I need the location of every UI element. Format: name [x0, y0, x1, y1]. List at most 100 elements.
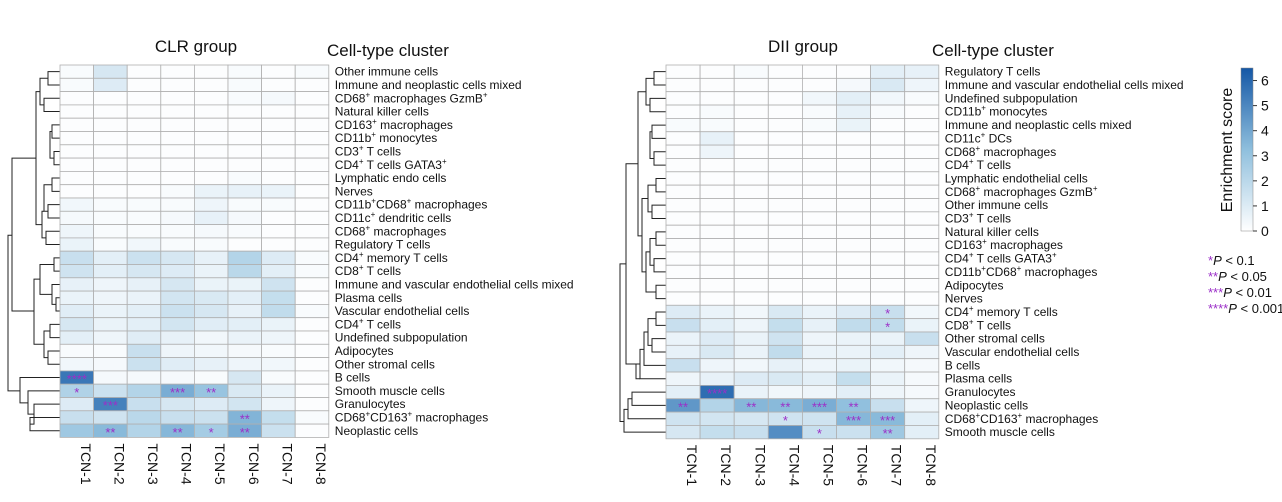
heatmap-cell [733, 184, 769, 199]
dendrogram-branch [47, 71, 60, 86]
row-label: Natural killer cells [335, 105, 429, 119]
heatmap-cell [665, 318, 701, 333]
row-label: CD68+​CD163+​ macrophages [945, 411, 1098, 426]
heatmap-cell [59, 117, 94, 132]
heatmap-cell [802, 198, 837, 213]
heatmap-cell [904, 358, 940, 373]
heatmap-cell [227, 197, 262, 212]
heatmap-cell [665, 64, 701, 79]
heatmap-cell [160, 264, 195, 279]
dendrogram-branch [649, 131, 654, 159]
heatmap-cell [836, 211, 871, 226]
column-label: TCN-6 [855, 445, 871, 486]
heatmap-cell [227, 343, 262, 358]
significance-mark: ** [105, 425, 115, 440]
heatmap-cell [870, 224, 906, 239]
heatmap-cell [904, 184, 940, 199]
row-label: Lymphatic endothelial cells [945, 171, 1088, 185]
row-label: Smooth muscle cells [335, 384, 445, 398]
significance-legend: *P < 0.1**P < 0.05***P < 0.01****P < 0.0… [1208, 253, 1282, 316]
dendrogram-branch [641, 198, 648, 273]
heatmap-cell [193, 104, 229, 119]
heatmap-cell [904, 144, 940, 159]
heatmap-cell [767, 104, 803, 119]
heatmap-cell [904, 198, 940, 213]
heatmap-cell [699, 224, 735, 239]
row-label: CD4+​ T cells [945, 157, 1011, 172]
heatmap-cell [261, 131, 296, 146]
heatmap-cell [733, 91, 769, 106]
heatmap-cell [836, 184, 871, 199]
row-label: Immune and vascular endothelial cells mi… [335, 277, 574, 291]
heatmap-cell [59, 77, 94, 93]
heatmap-cell [802, 238, 837, 253]
heatmap-cell [261, 117, 296, 132]
heatmap-cell [59, 290, 94, 305]
heatmap-cell [836, 264, 871, 280]
heatmap-cell [261, 184, 296, 199]
dendrogram-branch [43, 97, 60, 113]
heatmap-cell [904, 251, 940, 266]
heatmap-cell [904, 238, 940, 253]
dendrogram-branch [43, 184, 52, 212]
heatmap-cell [126, 170, 162, 186]
column-label: TCN-4 [786, 445, 802, 486]
heatmap-cell [193, 224, 229, 239]
heatmap-cell [870, 64, 906, 79]
heatmap-cell [904, 91, 940, 106]
row-label: CD11b+​CD68+​ macrophages [335, 197, 488, 212]
heatmap-cell [93, 343, 128, 358]
heatmap-cell [802, 264, 837, 280]
heatmap-cell [126, 144, 162, 159]
dendrogram-branch [649, 238, 656, 266]
dendrogram-branch [655, 311, 666, 326]
heatmap-cell [93, 131, 128, 146]
dii-row-dendrogram [619, 71, 666, 433]
row-label: CD68+​ macrophages [335, 223, 446, 238]
heatmap-cell [126, 197, 162, 212]
heatmap-cell [904, 118, 940, 133]
dendrogram-branch [7, 234, 20, 392]
heatmap-cell [59, 237, 94, 252]
heatmap-cell [802, 158, 837, 173]
colorbar-tick-label: 6 [1261, 73, 1269, 89]
heatmap-cell [193, 77, 229, 93]
significance-mark: *** [812, 399, 827, 414]
row-label: Regulatory T cells [945, 65, 1041, 79]
heatmap-cell [904, 211, 940, 226]
row-label: Lymphatic endo cells [335, 171, 447, 185]
dii-heatmap-cells [665, 64, 940, 440]
heatmap-cell [261, 343, 296, 358]
legend-entry: ****P < 0.001 [1208, 301, 1282, 316]
heatmap-cell [836, 64, 871, 79]
heatmap-cell [836, 318, 871, 333]
heatmap-cell [802, 91, 837, 106]
colorbar-tick-label: 3 [1261, 148, 1269, 164]
heatmap-cell [904, 411, 940, 426]
heatmap-cell [59, 303, 94, 319]
heatmap-cell [193, 197, 229, 212]
row-label: Natural killer cells [945, 225, 1039, 239]
heatmap-cell [261, 330, 296, 345]
dii-title: DII group [768, 37, 838, 56]
heatmap-cell [93, 224, 128, 239]
heatmap-cell [665, 171, 701, 186]
row-label: CD68+​ macrophages GzmB+​ [945, 184, 1098, 199]
heatmap-cell [767, 344, 803, 360]
heatmap-cell [802, 131, 837, 146]
heatmap-cell [193, 184, 229, 199]
row-label: Undefined subpopulation [335, 331, 468, 345]
heatmap-cell [294, 290, 330, 305]
heatmap-cell [126, 237, 162, 252]
colorbar-tick-label: 4 [1261, 123, 1269, 139]
dendrogram-branch [643, 331, 666, 366]
heatmap-cell [59, 170, 94, 186]
heatmap-cell [160, 210, 195, 226]
heatmap-cell [227, 264, 262, 279]
heatmap-cell [665, 358, 701, 373]
heatmap-cell [836, 251, 871, 266]
heatmap-cell [802, 64, 837, 79]
heatmap-cell [904, 331, 940, 346]
heatmap-cell [733, 77, 769, 93]
